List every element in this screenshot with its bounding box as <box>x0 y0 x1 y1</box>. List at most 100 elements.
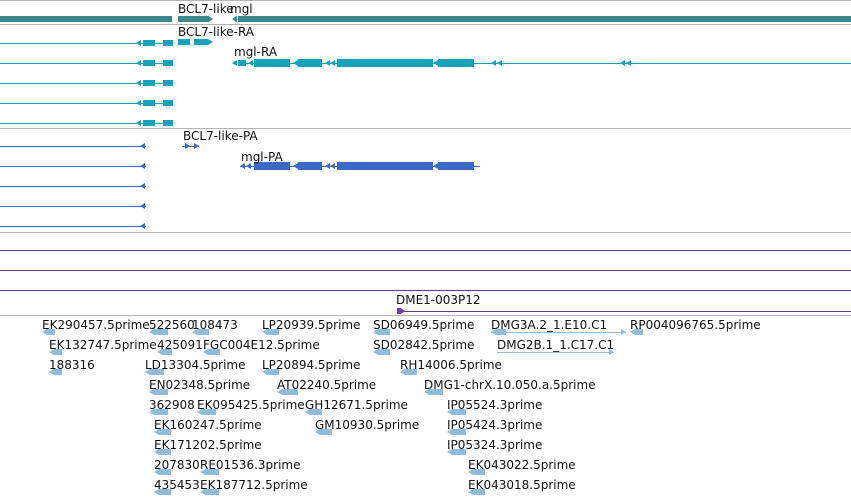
est-label[interactable]: EK043018.5prime <box>468 478 576 492</box>
transcript-arrow-mgl-ra <box>248 60 253 66</box>
est-label[interactable]: SD02842.5prime <box>373 338 475 352</box>
est-arrow <box>373 349 378 355</box>
est-arrow <box>315 429 320 435</box>
est-label[interactable]: EK290457.5prime <box>42 318 150 332</box>
est-label[interactable]: DMG1-chrX.10.050.a.5prime <box>424 378 596 392</box>
transcript-exon-mgl-ra <box>298 59 322 67</box>
est-label[interactable]: EK095425.5prime <box>197 398 305 412</box>
transcript-arrow <box>136 80 141 86</box>
est-label[interactable]: 188316 <box>49 358 95 372</box>
est-block <box>54 349 62 355</box>
est-label[interactable]: EK187712.5prime <box>200 478 308 492</box>
est-block <box>154 409 168 415</box>
transcript-arrow-mgl-ra <box>620 60 625 66</box>
protein-arrow-mgl-pa <box>330 163 335 169</box>
est-arrow <box>49 349 54 355</box>
est-block <box>159 449 171 455</box>
est-arrow <box>197 409 202 415</box>
transcript-label-mgl-ra[interactable]: mgl-RA <box>234 45 278 59</box>
transcript-exon <box>143 120 155 126</box>
est-arrow <box>447 409 452 415</box>
est-label[interactable]: DMG2B.1_1.C17.C1 <box>497 338 615 352</box>
est-label[interactable]: EK160247.5prime <box>154 418 262 432</box>
est-label[interactable]: EN02348.5prime <box>149 378 251 392</box>
est-block <box>310 409 322 415</box>
protein-exon-mgl-pa <box>254 162 290 170</box>
est-label[interactable]: 435453 <box>154 478 200 492</box>
est-block <box>205 469 219 475</box>
est-label[interactable]: EK043022.5prime <box>468 458 576 472</box>
est-arrow <box>154 489 159 495</box>
est-label[interactable]: IP05324.3prime <box>447 438 543 452</box>
clone-arrow-dme1-003p12 <box>400 307 405 315</box>
transcript-label-bcl7-like-ra[interactable]: BCL7-like-RA <box>178 25 255 39</box>
gene-label-bcl7-like[interactable]: BCL7-like <box>178 2 234 16</box>
clone-label-dme1-003p12[interactable]: DME1-003P12 <box>396 293 481 307</box>
transcript-exon-bcl7-like-ra <box>178 39 190 45</box>
est-label[interactable]: FGC004E12.5prime <box>203 338 320 352</box>
gene-bar-mgl <box>238 16 851 22</box>
est-label[interactable]: LD13304.5prime <box>145 358 246 372</box>
est-label[interactable]: AT02240.5prime <box>277 378 377 392</box>
est-block <box>452 449 466 455</box>
est-block <box>205 489 219 495</box>
est-label[interactable]: 522560 <box>149 318 195 332</box>
protein-arrow-mgl-pa <box>325 163 330 169</box>
gene-bar-bcl7-like-upstream <box>0 16 172 22</box>
est-label[interactable]: RE01536.3prime <box>200 458 301 472</box>
est-block <box>429 389 443 395</box>
est-arrow <box>468 489 473 495</box>
est-arrow <box>192 329 197 335</box>
est-label[interactable]: DMG3A.2_1.E10.C1 <box>491 318 608 332</box>
est-label[interactable]: GM10930.5prime <box>315 418 420 432</box>
protein-arrow-mgl-pa <box>246 163 251 169</box>
est-label[interactable]: 108473 <box>192 318 238 332</box>
est-block <box>267 329 279 335</box>
est-label[interactable]: LP20939.5prime <box>262 318 361 332</box>
est-arrow <box>203 349 208 355</box>
est-label[interactable]: IP05424.3prime <box>447 418 543 432</box>
protein-exon-mgl-pa <box>298 162 322 170</box>
est-label[interactable]: GH12671.5prime <box>305 398 408 412</box>
est-block <box>54 369 62 375</box>
transcript-arrow-mgl-ra <box>433 60 438 66</box>
est-label[interactable]: RH14006.5prime <box>400 358 502 372</box>
est-block <box>159 489 171 495</box>
est-label[interactable]: IP05524.3prime <box>447 398 543 412</box>
transcript-exon <box>143 80 155 86</box>
est-block <box>635 329 643 335</box>
transcript-arrow <box>136 120 141 126</box>
transcript-arrow-mgl-ra <box>232 60 237 66</box>
est-arrow <box>277 389 282 395</box>
est-block <box>159 429 171 435</box>
est-arrow <box>154 429 159 435</box>
est-arrow <box>42 329 47 335</box>
protein-label-bcl7-like-pa[interactable]: BCL7-like-PA <box>183 129 258 143</box>
transcript-arrow-mgl-ra <box>491 60 496 66</box>
est-label[interactable]: EK171202.5prime <box>154 438 262 452</box>
protein-label-mgl-pa[interactable]: mgl-PA <box>241 150 283 164</box>
transcript-exon <box>163 40 173 46</box>
est-label[interactable]: 207830 <box>154 458 200 472</box>
clone-block-dme1-003p12 <box>397 308 401 314</box>
est-label[interactable]: LP20894.5prime <box>262 358 361 372</box>
est-block <box>150 369 164 375</box>
protein-arrow <box>140 163 145 169</box>
est-label[interactable]: RP004096765.5prime <box>630 318 761 332</box>
est-arrow <box>157 349 162 355</box>
est-arrow <box>262 329 267 335</box>
est-arrow <box>149 329 154 335</box>
protein-exon-mgl-pa <box>337 162 433 170</box>
est-label[interactable]: 425091 <box>157 338 203 352</box>
est-arrow <box>149 409 154 415</box>
est-label[interactable]: 362908 <box>149 398 195 412</box>
est-label[interactable]: EK132747.5prime <box>49 338 157 352</box>
est-label[interactable]: SD06949.5prime <box>373 318 475 332</box>
gene-label-mgl[interactable]: mgl <box>230 2 253 16</box>
est-arrow <box>154 469 159 475</box>
est-arrow <box>149 389 154 395</box>
est-block <box>162 349 172 355</box>
est-arrow <box>200 469 205 475</box>
